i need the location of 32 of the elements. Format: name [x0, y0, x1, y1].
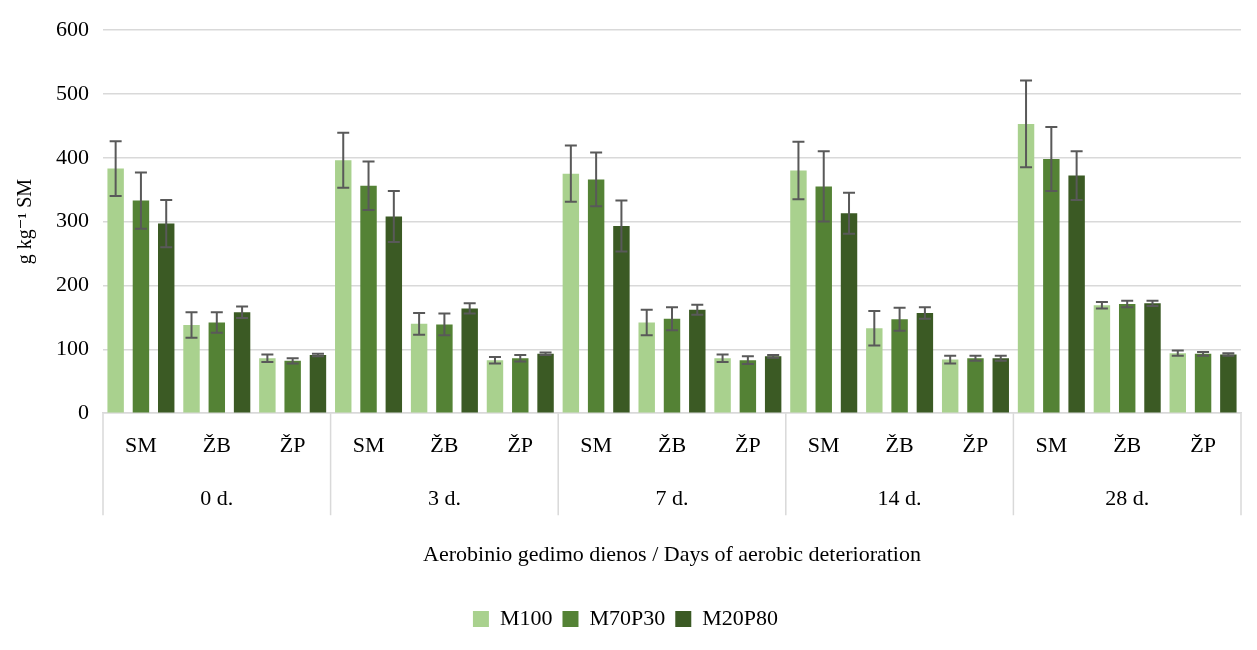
- legend-label: M20P80: [702, 604, 779, 630]
- x-tick-label: ŽB: [1113, 432, 1142, 458]
- text: 3 d.: [427, 484, 461, 510]
- x-tick-label: SM: [352, 432, 385, 458]
- text: 7 d.: [655, 484, 689, 510]
- x-tick-label: ŽP: [279, 432, 306, 458]
- text: 14 d.: [877, 484, 922, 510]
- x-tick-label: ŽB: [202, 432, 231, 458]
- y-tick-label: 200: [56, 271, 89, 297]
- x-tick-label: SM: [580, 432, 613, 458]
- x-tick-label: SM: [807, 432, 840, 458]
- y-axis-title: g kg⁻¹ SM: [13, 178, 37, 265]
- x-tick-label: ŽB: [430, 432, 459, 458]
- text: 0 d.: [200, 484, 234, 510]
- x-tick-label: ŽP: [962, 432, 989, 458]
- x-tick-label: SM: [125, 432, 157, 458]
- legend-label: M100: [499, 604, 553, 630]
- y-tick-label: 100: [56, 335, 89, 361]
- x-tick-label: SM: [1035, 432, 1068, 458]
- y-tick-label: 600: [56, 15, 89, 41]
- x-tick-label: ŽB: [885, 432, 914, 458]
- legend-label: M70P30: [589, 604, 666, 630]
- y-tick-label: 400: [56, 143, 89, 169]
- x-axis-title: Aerobinio gedimo dienos / Days of aerobic deterioration: [423, 540, 921, 566]
- x-tick-label: ŽB: [657, 432, 687, 458]
- text: 28 d.: [1105, 484, 1150, 510]
- y-tick-label: 300: [56, 207, 89, 233]
- x-tick-label: ŽP: [1190, 432, 1216, 458]
- y-tick-label: 500: [56, 79, 89, 105]
- y-tick-label: 0: [78, 398, 89, 424]
- x-tick-label: ŽP: [735, 432, 761, 458]
- x-tick-label: ŽP: [507, 432, 534, 458]
